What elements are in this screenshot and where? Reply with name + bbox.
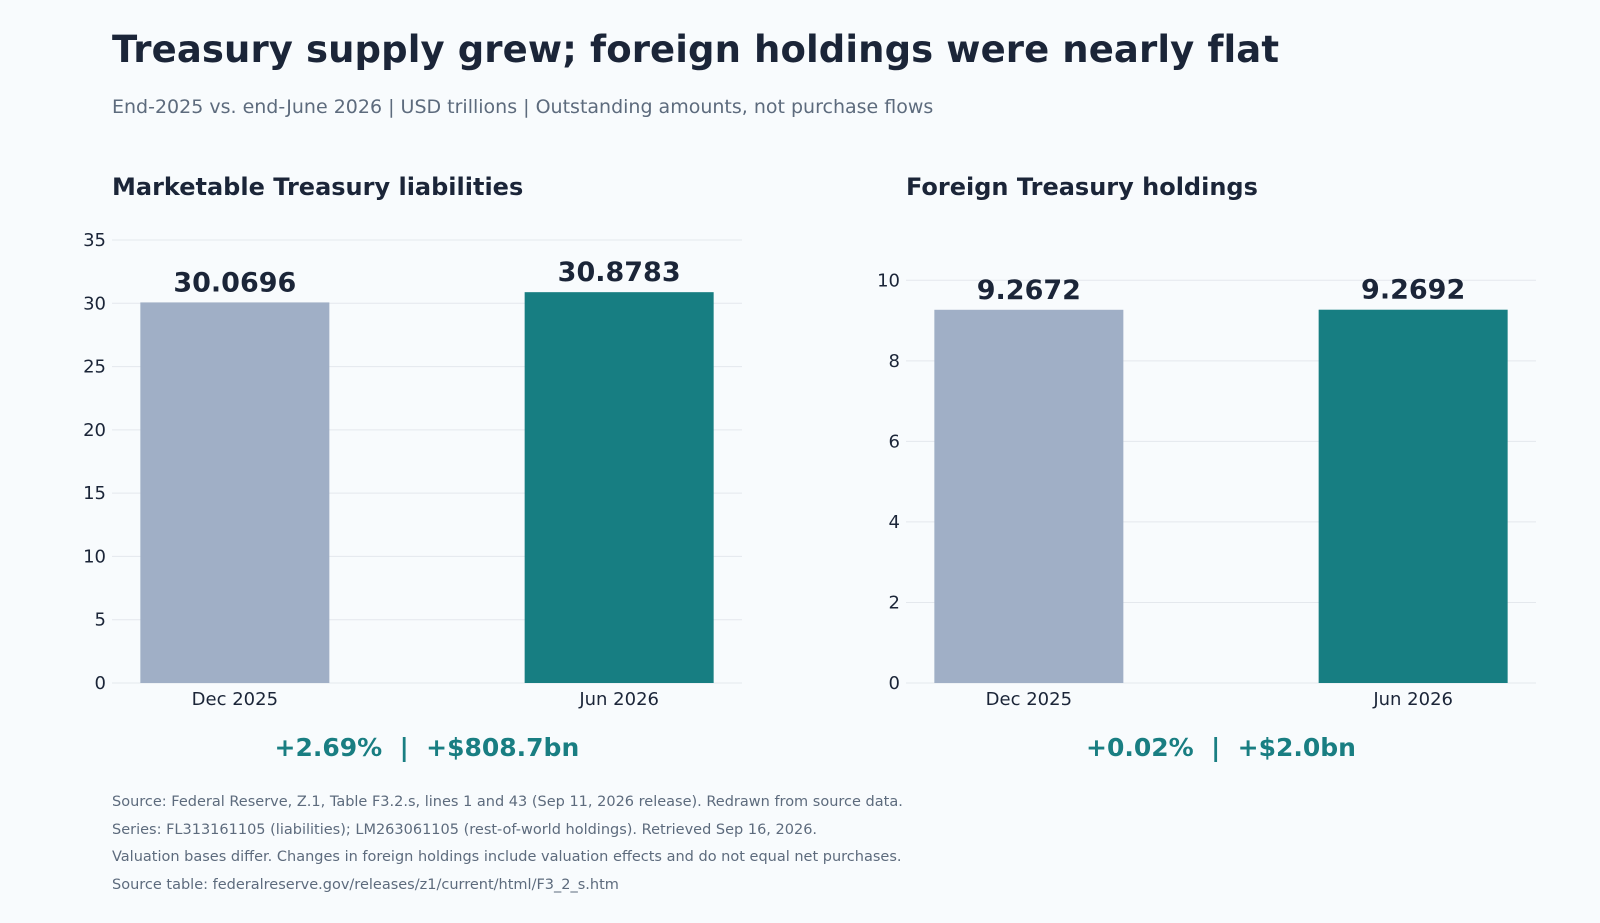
- y-tick-label: 15: [83, 483, 106, 504]
- value-label: 30.8783: [558, 257, 681, 288]
- x-tick-label: Dec 2025: [986, 689, 1072, 710]
- y-tick-label: 0: [889, 673, 900, 694]
- chart-title: Treasury supply grew; foreign holdings w…: [112, 28, 1280, 71]
- foreign-holdings-plot-area: 0 2 4 6 8 10 9.2672 Dec 2025 9.2692 Jun 2026: [877, 270, 1536, 710]
- y-tick-label: 10: [83, 546, 106, 567]
- value-label: 9.2672: [977, 275, 1081, 306]
- footnote-source: Source: Federal Reserve, Z.1, Table F3.2…: [112, 794, 903, 810]
- x-tick-label: Dec 2025: [192, 689, 278, 710]
- chart-subtitle: End-2025 vs. end-June 2026 | USD trillio…: [112, 96, 934, 118]
- bar-foreign-holdings-jun-2026: [1318, 309, 1508, 683]
- change-label-liabilities: +2.69% | +$808.7bn: [274, 733, 580, 762]
- y-tick-label: 20: [83, 420, 106, 441]
- value-label: 30.0696: [173, 267, 296, 298]
- footnote-valuation: Valuation bases differ. Changes in forei…: [112, 849, 902, 865]
- y-tick-label: 35: [83, 230, 106, 251]
- value-label: 9.2692: [1361, 275, 1465, 306]
- panel-title-liabilities: Marketable Treasury liabilities: [112, 173, 524, 201]
- x-tick-label: Jun 2026: [1372, 689, 1453, 710]
- y-tick-label: 10: [877, 270, 900, 291]
- y-tick-label: 2: [889, 592, 900, 613]
- liabilities-plot-area: 0 5 10 15 20 25 30 35 30.0696 Dec 2025 30.8783 Jun …: [83, 230, 742, 710]
- y-tick-label: 30: [83, 293, 106, 314]
- y-tick-label: 6: [889, 431, 900, 452]
- y-tick-label: 8: [889, 351, 900, 372]
- footnote-series: Series: FL313161105 (liabilities); LM263…: [112, 821, 818, 838]
- y-tick-label: 25: [83, 357, 106, 378]
- panel-title-foreign-holdings: Foreign Treasury holdings: [906, 173, 1258, 201]
- x-tick-label: Jun 2026: [578, 689, 659, 710]
- bar-liabilities-jun-2026: [524, 292, 714, 683]
- bar-liabilities-dec-2025: [140, 302, 330, 683]
- y-tick-label: 4: [889, 512, 900, 533]
- footnote-source-table: Source table: federalreserve.gov/release…: [112, 876, 619, 893]
- bar-foreign-holdings-dec-2025: [934, 309, 1124, 683]
- y-tick-label: 5: [95, 610, 106, 631]
- y-tick-label: 0: [95, 673, 106, 694]
- change-label-foreign-holdings: +0.02% | +$2.0bn: [1086, 733, 1356, 762]
- footnotes: Source: Federal Reserve, Z.1, Table F3.2…: [112, 793, 903, 903]
